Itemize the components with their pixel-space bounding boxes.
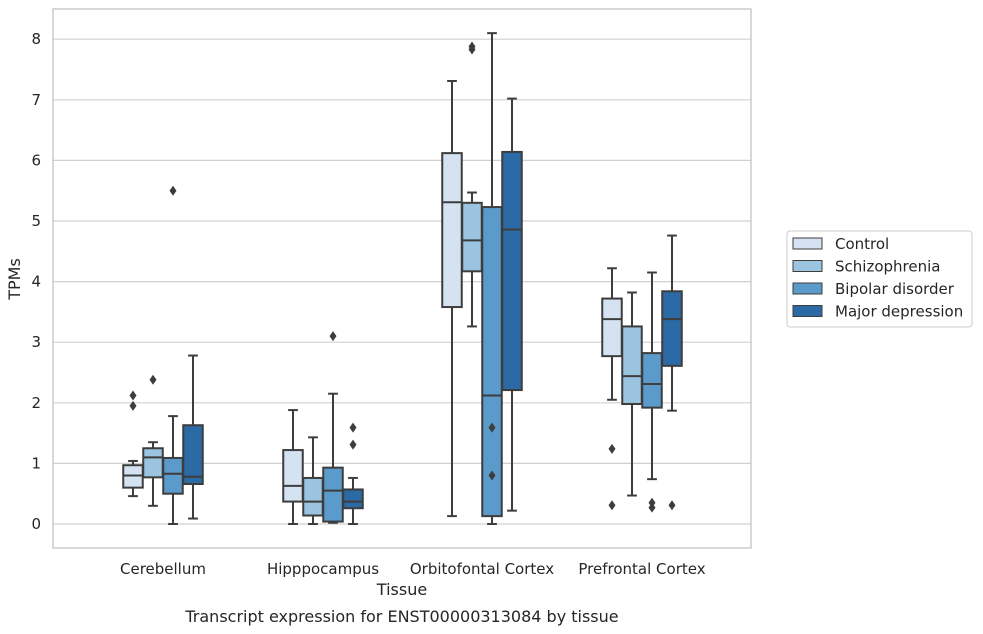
legend-swatch <box>792 305 823 317</box>
box-major-depression <box>342 422 364 525</box>
iqr-box <box>661 290 683 367</box>
box-schizophrenia <box>621 291 643 497</box>
outlier-point <box>648 497 656 508</box>
y-tick-label: 4 <box>31 273 41 291</box>
legend-swatch <box>792 237 823 250</box>
iqr-box <box>282 449 304 503</box>
outlier-point <box>329 331 337 342</box>
legend-item: Schizophrenia <box>792 258 940 276</box>
x-axis-ticks: Cerebellum Hipppocampus Orbitofontal Corte… <box>120 560 706 578</box>
outlier-point <box>129 400 137 411</box>
legend-item: Major depression <box>792 303 963 321</box>
y-tick-label: 8 <box>31 30 41 48</box>
legend-swatch <box>792 282 823 295</box>
box-schizophrenia <box>461 41 483 328</box>
y-axis-ticks: 0 1 2 3 4 5 6 7 8 <box>31 30 41 533</box>
y-tick-label: 5 <box>31 212 41 230</box>
box-bipolar-disorder <box>162 185 184 525</box>
outlier-point <box>129 390 137 401</box>
outlier-point <box>349 439 357 450</box>
x-tick-label: Hipppocampus <box>267 560 379 578</box>
y-tick-label: 6 <box>31 151 41 169</box>
outlier-point <box>488 470 496 481</box>
legend-swatch <box>792 260 823 272</box>
iqr-box <box>481 206 503 518</box>
iqr-box <box>342 488 364 510</box>
box-major-depression <box>661 234 683 511</box>
outlier-point <box>169 185 177 196</box>
box-major-depression <box>182 354 204 520</box>
y-tick-label: 1 <box>31 454 41 472</box>
y-axis-title: TPMs <box>5 258 24 301</box>
x-tick-label: Orbitofontal Cortex <box>410 560 554 578</box>
iqr-box <box>501 150 523 392</box>
box-schizophrenia <box>142 374 164 507</box>
outlier-point <box>488 422 496 433</box>
legend-label: Major depression <box>835 303 963 321</box>
legend-item: Bipolar disorder <box>792 280 955 298</box>
iqr-box <box>621 325 643 406</box>
x-tick-label: Cerebellum <box>120 560 206 578</box>
iqr-box <box>641 352 663 409</box>
legend-item: Control <box>792 235 889 253</box>
outlier-point <box>668 500 676 511</box>
iqr-box <box>601 297 623 358</box>
x-axis-title: Tissue <box>376 580 427 599</box>
legend-label: Control <box>835 235 889 253</box>
legend-label: Schizophrenia <box>835 258 940 276</box>
iqr-box <box>322 466 344 523</box>
iqr-box <box>302 476 324 517</box>
iqr-box <box>182 424 204 486</box>
box-control <box>601 267 623 511</box>
box-bipolar-disorder <box>322 331 344 524</box>
legend-frame <box>786 230 973 328</box>
outlier-point <box>149 374 157 385</box>
iqr-box <box>441 152 463 309</box>
boxes <box>122 32 683 525</box>
box-bipolar-disorder <box>641 271 663 513</box>
box-bipolar-disorder <box>481 32 503 525</box>
box-major-depression <box>501 97 523 512</box>
outlier-point <box>468 41 476 52</box>
box-control <box>122 390 144 498</box>
iqr-box <box>162 456 184 495</box>
chart-caption: Transcript expression for ENST0000031308… <box>184 607 618 626</box>
outlier-point <box>349 422 357 433</box>
outlier-point <box>608 443 616 454</box>
iqr-box <box>142 447 164 479</box>
legend: Control Schizophrenia Bipolar disorder Majo… <box>786 230 973 328</box>
y-tick-label: 3 <box>31 333 41 351</box>
box-control <box>441 80 463 518</box>
y-tick-label: 2 <box>31 394 41 412</box>
iqr-box <box>461 201 483 273</box>
outlier-point <box>608 500 616 511</box>
y-tick-label: 0 <box>31 515 41 533</box>
legend-label: Bipolar disorder <box>835 280 955 298</box>
x-tick-label: Prefrontal Cortex <box>578 560 705 578</box>
box-control <box>282 409 304 525</box>
y-tick-label: 7 <box>31 91 41 109</box>
plot-frame <box>52 8 752 549</box>
box-schizophrenia <box>302 436 324 525</box>
